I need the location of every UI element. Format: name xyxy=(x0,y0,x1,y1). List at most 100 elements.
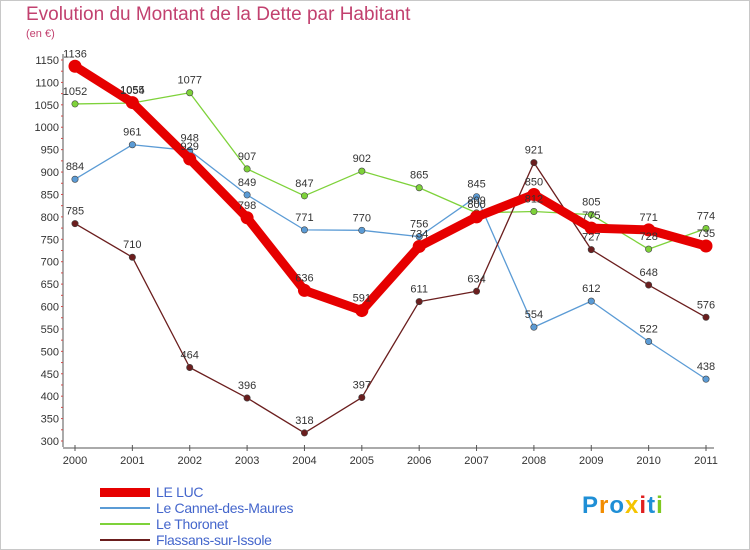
data-label: 554 xyxy=(525,309,543,321)
data-label: 805 xyxy=(582,197,600,209)
data-point xyxy=(128,253,136,261)
series-line xyxy=(74,161,707,434)
data-label: 884 xyxy=(66,161,84,173)
data-point xyxy=(473,193,481,201)
legend-item: LE LUC xyxy=(100,484,293,500)
series-line xyxy=(74,92,707,250)
y-tick-label: 900 xyxy=(41,167,59,179)
legend-swatch xyxy=(100,507,150,509)
data-point xyxy=(530,208,538,216)
line-chart: 300 350 400 450 500 550 600 650 700 750 800 850 900 9… xyxy=(35,48,718,467)
logo-letter: o xyxy=(609,492,626,519)
x-tick-label: 2006 xyxy=(407,455,431,467)
y-tick-label: 400 xyxy=(41,391,59,403)
data-point xyxy=(645,337,653,345)
data-label: 845 xyxy=(467,179,485,191)
data-point xyxy=(530,323,538,331)
data-label: 735 xyxy=(697,228,715,240)
data-label: 710 xyxy=(123,239,141,251)
data-point xyxy=(587,211,595,219)
x-tick-label: 2001 xyxy=(120,455,144,467)
logo-letter: i xyxy=(639,492,648,519)
data-point xyxy=(587,297,595,305)
data-label: 798 xyxy=(238,200,256,212)
data-point xyxy=(71,100,79,108)
data-label: 929 xyxy=(181,141,199,153)
data-label: 756 xyxy=(410,219,428,231)
y-tick-label: 800 xyxy=(41,212,59,224)
logo-letter: r xyxy=(599,492,610,519)
data-point xyxy=(415,184,423,192)
legend-label: LE LUC xyxy=(156,484,204,500)
data-label: 921 xyxy=(525,145,543,157)
data-point xyxy=(68,59,82,73)
legend-item: Le Thoronet xyxy=(100,516,293,532)
data-label: 809 xyxy=(467,195,485,207)
legend: LE LUC Le Cannet-des-Maures Le Thoronet Fla… xyxy=(100,484,293,548)
data-point xyxy=(415,233,423,241)
logo-letter: x xyxy=(625,492,640,519)
data-label: 522 xyxy=(639,323,657,335)
x-tick-label: 2009 xyxy=(579,455,603,467)
data-point xyxy=(702,225,710,233)
data-label: 648 xyxy=(639,267,657,279)
data-label: 812 xyxy=(525,194,543,206)
data-label: 397 xyxy=(353,380,371,392)
data-point xyxy=(645,245,653,253)
data-point xyxy=(243,394,251,402)
data-label: 850 xyxy=(525,176,543,188)
data-label: 774 xyxy=(697,211,715,223)
x-tick-label: 2004 xyxy=(292,455,316,467)
data-label: 611 xyxy=(410,284,428,296)
data-label: 636 xyxy=(295,272,313,284)
data-point xyxy=(240,211,254,225)
data-point xyxy=(71,220,79,228)
unit-label: (en €) xyxy=(26,28,55,40)
data-label: 961 xyxy=(123,127,141,139)
data-label: 1077 xyxy=(177,75,201,87)
data-label: 464 xyxy=(181,349,199,361)
y-tick-label: 850 xyxy=(41,189,59,201)
data-point xyxy=(702,313,710,321)
x-tick-label: 2003 xyxy=(235,455,259,467)
data-label: 576 xyxy=(697,299,715,311)
data-point xyxy=(584,221,598,235)
legend-label: Le Cannet-des-Maures xyxy=(156,500,294,516)
data-point xyxy=(702,375,710,383)
data-point xyxy=(128,141,136,149)
y-tick-label: 950 xyxy=(41,145,59,157)
x-tick-label: 2011 xyxy=(694,455,718,467)
data-label: 634 xyxy=(467,273,485,285)
data-label: 1052 xyxy=(63,86,87,98)
data-point xyxy=(470,210,484,224)
data-label: 847 xyxy=(295,178,313,190)
data-label: 438 xyxy=(697,361,715,373)
data-point xyxy=(642,223,656,237)
x-tick-label: 2010 xyxy=(636,455,660,467)
y-tick-label: 1000 xyxy=(35,122,59,134)
y-tick-label: 350 xyxy=(41,414,59,426)
data-point xyxy=(297,283,311,297)
y-tick-label: 500 xyxy=(41,346,59,358)
y-tick-label: 600 xyxy=(41,302,59,314)
y-tick-label: 550 xyxy=(41,324,59,336)
legend-label: Flassans-sur-Issole xyxy=(156,532,272,548)
legend-item: Le Cannet-des-Maures xyxy=(100,500,293,516)
data-label: 612 xyxy=(582,283,600,295)
data-label: 771 xyxy=(639,212,657,224)
y-tick-label: 450 xyxy=(41,369,59,381)
data-label: 728 xyxy=(639,231,657,243)
data-point xyxy=(699,239,713,253)
data-label: 318 xyxy=(295,415,313,427)
data-point xyxy=(355,304,369,318)
data-point xyxy=(186,89,194,97)
data-point xyxy=(243,191,251,199)
legend-swatch xyxy=(100,487,150,497)
data-point xyxy=(358,167,366,175)
x-tick-label: 2007 xyxy=(464,455,488,467)
data-point xyxy=(415,298,423,306)
data-point xyxy=(300,192,308,200)
series-line xyxy=(70,61,711,316)
data-point xyxy=(645,281,653,289)
